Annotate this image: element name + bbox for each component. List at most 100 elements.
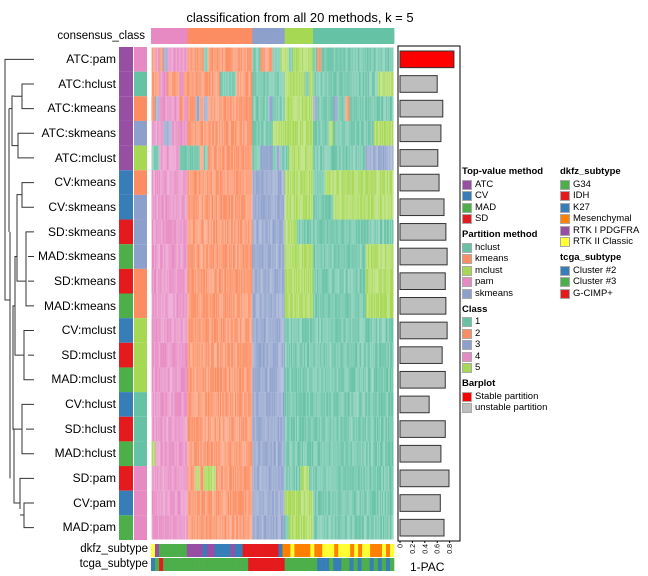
heatmap-cell: [197, 367, 199, 393]
heatmap-cell: [177, 293, 179, 319]
heatmap-cell: [284, 170, 286, 195]
heatmap-cell: [363, 342, 365, 368]
heatmap-cell: [261, 47, 263, 72]
heatmap-cell: [280, 318, 282, 343]
heatmap-cell: [156, 318, 158, 343]
heatmap-cell: [383, 441, 386, 467]
heatmap-cell: [280, 120, 282, 146]
top-value-method-cell: [119, 416, 133, 442]
top-value-method-cell: [119, 120, 133, 146]
heatmap-cell: [335, 71, 337, 97]
heatmap-cell: [198, 342, 200, 368]
heatmap-cell: [359, 268, 361, 294]
heatmap-cell: [372, 120, 375, 146]
heatmap-cell: [167, 416, 169, 442]
heatmap-cell: [196, 367, 198, 393]
heatmap-cell: [360, 145, 362, 171]
heatmap-cell: [164, 268, 166, 294]
heatmap-cell: [206, 71, 208, 97]
heatmap-cell: [335, 466, 337, 491]
heatmap-cell: [388, 441, 391, 467]
heatmap-cell: [288, 466, 291, 491]
subtype-cell: [318, 544, 323, 557]
heatmap-cell: [329, 293, 331, 319]
heatmap-cell: [311, 219, 314, 245]
heatmap-cell: [388, 342, 391, 368]
heatmap-cell: [282, 96, 284, 121]
heatmap-cell: [193, 342, 195, 368]
heatmap-cell: [222, 416, 225, 442]
heatmap-cell: [172, 342, 174, 368]
heatmap-cell: [367, 490, 369, 516]
heatmap-cell: [263, 120, 265, 146]
heatmap-cell: [293, 466, 296, 491]
heatmap-cell: [218, 96, 221, 121]
heatmap-cell: [377, 268, 380, 294]
heatmap-cell: [181, 441, 183, 467]
heatmap-cell: [299, 416, 302, 442]
heatmap-cell: [220, 367, 223, 393]
heatmap-cell: [167, 441, 169, 467]
heatmap-cell: [334, 145, 336, 171]
heatmap-cell: [176, 416, 178, 442]
heatmap-cell: [329, 392, 331, 417]
heatmap-cell: [337, 293, 339, 319]
heatmap-cell: [296, 96, 299, 121]
heatmap-cell: [272, 342, 274, 368]
heatmap-cell: [181, 244, 183, 269]
heatmap-cell: [351, 268, 353, 294]
heatmap-cell: [175, 293, 177, 319]
heatmap-cell: [297, 268, 300, 294]
heatmap-cell: [275, 466, 277, 491]
heatmap-cell: [346, 170, 348, 195]
heatmap-cell: [180, 293, 182, 319]
heatmap-cell: [374, 96, 377, 121]
heatmap-cell: [218, 342, 221, 368]
heatmap-cell: [270, 96, 272, 121]
heatmap-cell: [333, 293, 335, 319]
heatmap-cell: [211, 219, 214, 245]
heatmap-cell: [259, 490, 261, 516]
heatmap-cell: [265, 120, 267, 146]
heatmap-cell: [222, 194, 225, 220]
heatmap-cell: [210, 170, 213, 195]
heatmap-cell: [356, 170, 358, 195]
heatmap-cell: [292, 392, 295, 417]
heatmap-cell: [310, 96, 313, 121]
heatmap-cell: [384, 194, 387, 220]
heatmap-cell: [276, 515, 278, 540]
heatmap-cell: [237, 318, 239, 343]
heatmap-cell: [197, 170, 199, 195]
heatmap-cell: [246, 120, 248, 146]
heatmap-cell: [205, 268, 207, 294]
heatmap-cell: [257, 367, 259, 393]
heatmap-cell: [298, 490, 301, 516]
heatmap-cell: [272, 71, 274, 97]
heatmap-cell: [198, 170, 200, 195]
partition-method-cell: [134, 96, 147, 121]
heatmap-cell: [282, 392, 284, 417]
heatmap-cell: [376, 194, 379, 220]
heatmap-cell: [384, 293, 387, 319]
heatmap-cell: [182, 219, 184, 245]
heatmap-cell: [382, 145, 385, 171]
heatmap-cell: [256, 219, 258, 245]
heatmap-cell: [158, 318, 160, 343]
heatmap-cell: [354, 47, 356, 72]
heatmap-cell: [190, 170, 192, 195]
heatmap-cell: [338, 47, 340, 72]
consensus-class-cell: [288, 28, 294, 44]
heatmap-cell: [354, 293, 356, 319]
heatmap-cell: [250, 392, 252, 417]
heatmap-cell: [332, 416, 334, 442]
heatmap-cell: [274, 367, 276, 393]
heatmap-cell: [325, 71, 327, 97]
heatmap-cell: [362, 194, 364, 220]
heatmap-cell: [225, 490, 228, 516]
heatmap-cell: [290, 342, 293, 368]
heatmap-cell: [254, 342, 256, 368]
heatmap-cell: [379, 194, 382, 220]
heatmap-cell: [154, 416, 156, 442]
heatmap-cell: [217, 318, 220, 343]
heatmap-cell: [228, 293, 231, 319]
